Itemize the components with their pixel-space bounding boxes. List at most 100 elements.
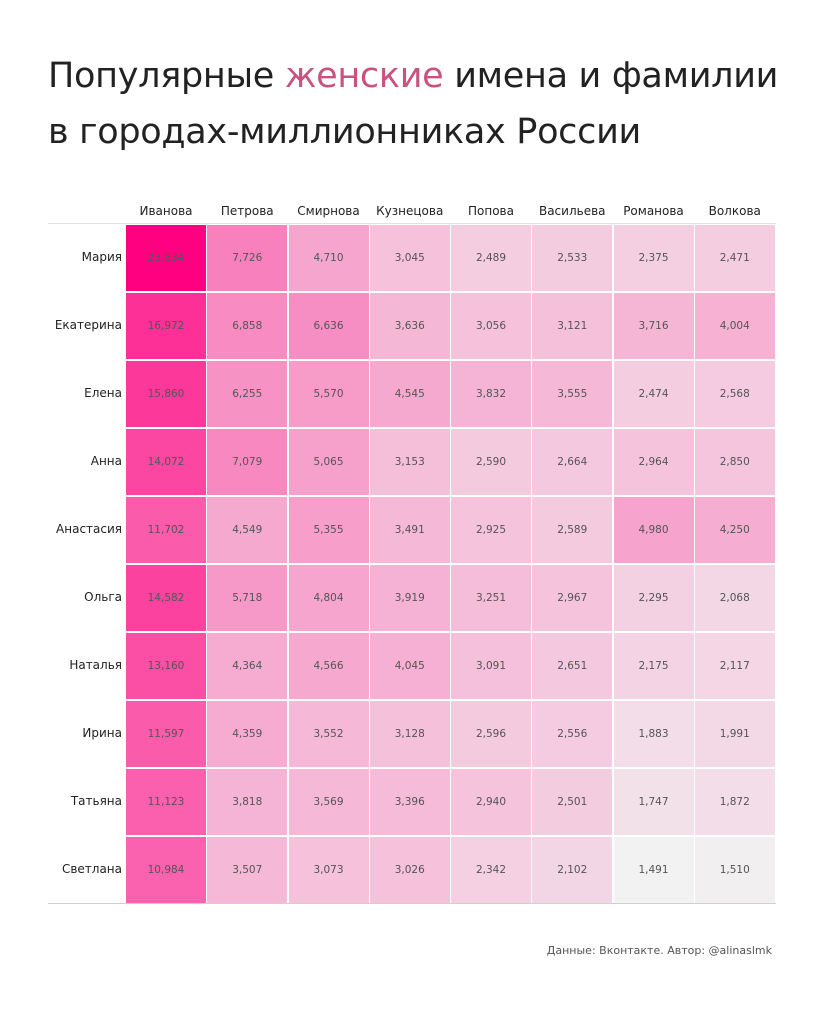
heatmap-cell: 3,121	[532, 293, 613, 359]
heatmap-cell: 3,818	[207, 769, 288, 835]
heatmap-cell: 3,091	[451, 633, 531, 699]
heatmap-cell: 10,984	[126, 837, 206, 903]
heatmap-cell: 1,747	[613, 769, 694, 835]
heatmap: Иванова Петрова Смирнова Кузнецова Попова Вас…	[48, 0, 776, 1030]
heatmap-cell: 23,834	[126, 225, 206, 291]
heatmap-cell: 6,858	[207, 293, 288, 359]
row-label: Елена	[84, 386, 122, 400]
heatmap-cell: 1,491	[613, 837, 694, 903]
heatmap-cell: 4,250	[694, 497, 775, 563]
heatmap-cell: 7,079	[207, 429, 288, 495]
heatmap-cell: 3,251	[451, 565, 531, 631]
row-label: Татьяна	[70, 794, 122, 808]
heatmap-cell: 2,471	[694, 225, 775, 291]
heatmap-cell: 1,510	[694, 837, 775, 903]
heatmap-cell: 4,364	[207, 633, 288, 699]
heatmap-cell: 11,702	[126, 497, 206, 563]
heatmap-cell: 5,355	[288, 497, 369, 563]
heatmap-cell: 15,860	[126, 361, 206, 427]
heatmap-cell: 16,972	[126, 293, 206, 359]
heatmap-cell: 4,545	[369, 361, 450, 427]
title-line2: в городах-миллионниках России	[48, 112, 641, 152]
heatmap-cell: 4,549	[207, 497, 288, 563]
heatmap-cell: 7,726	[207, 225, 288, 291]
column-header: Романова	[623, 204, 684, 218]
column-header: Иванова	[139, 204, 193, 218]
heatmap-cell: 2,489	[451, 225, 531, 291]
heatmap-cell: 2,556	[532, 701, 613, 767]
heatmap-cell: 2,589	[532, 497, 613, 563]
heatmap-cell: 2,102	[532, 837, 613, 903]
heatmap-cell: 3,026	[369, 837, 450, 903]
row-label: Ирина	[82, 726, 122, 740]
heatmap-cell: 2,967	[532, 565, 613, 631]
column-header: Петрова	[220, 204, 274, 218]
column-header: Попова	[468, 204, 514, 218]
heatmap-cell: 4,045	[369, 633, 450, 699]
heatmap-cell: 3,507	[207, 837, 288, 903]
heatmap-cell: 5,718	[207, 565, 288, 631]
title-part1: Популярные	[48, 56, 285, 96]
heatmap-cell: 3,056	[451, 293, 531, 359]
heatmap-cell: 4,980	[613, 497, 694, 563]
heatmap-cell: 3,552	[288, 701, 369, 767]
heatmap-cell: 2,068	[694, 565, 775, 631]
heatmap-cell: 11,123	[126, 769, 206, 835]
row-label: Анна	[90, 454, 122, 468]
heatmap-cell: 2,596	[451, 701, 531, 767]
heatmap-cell: 2,651	[532, 633, 613, 699]
heatmap-cell: 3,555	[532, 361, 613, 427]
heatmap-cell: 2,342	[451, 837, 531, 903]
source-credit: Данные: Вконтакте. Автор: @alinaslmk	[546, 944, 772, 957]
heatmap-cell: 3,045	[369, 225, 450, 291]
heatmap-cell: 2,850	[694, 429, 775, 495]
heatmap-cell: 3,569	[288, 769, 369, 835]
heatmap-cell: 3,636	[369, 293, 450, 359]
heatmap-cell: 4,710	[288, 225, 369, 291]
row-label: Мария	[81, 250, 122, 264]
column-header: Васильева	[538, 204, 606, 218]
heatmap-cell: 1,872	[694, 769, 775, 835]
heatmap-cell: 2,175	[613, 633, 694, 699]
heatmap-cell: 3,919	[369, 565, 450, 631]
heatmap-cell: 3,491	[369, 497, 450, 563]
header-divider	[48, 223, 776, 224]
heatmap-cell: 2,375	[613, 225, 694, 291]
column-header: Кузнецова	[376, 204, 444, 218]
title-accent: женские	[284, 56, 444, 96]
heatmap-cell: 2,474	[613, 361, 694, 427]
heatmap-cell: 2,664	[532, 429, 613, 495]
heatmap-cell: 2,533	[532, 225, 613, 291]
heatmap-cell: 2,940	[451, 769, 531, 835]
heatmap-cell: 2,117	[694, 633, 775, 699]
bottom-divider	[48, 903, 776, 904]
heatmap-cell: 3,073	[288, 837, 369, 903]
heatmap-cell: 1,883	[613, 701, 694, 767]
row-label: Наталья	[69, 658, 122, 672]
heatmap-cell: 14,072	[126, 429, 206, 495]
heatmap-cell: 2,925	[451, 497, 531, 563]
heatmap-cell: 5,065	[288, 429, 369, 495]
column-header: Волкова	[708, 204, 761, 218]
heatmap-cell: 3,128	[369, 701, 450, 767]
column-header: Смирнова	[297, 204, 360, 218]
heatmap-cell: 11,597	[126, 701, 206, 767]
heatmap-cell: 2,568	[694, 361, 775, 427]
heatmap-cell: 5,570	[288, 361, 369, 427]
heatmap-cell: 6,636	[288, 293, 369, 359]
heatmap-cell: 3,832	[451, 361, 531, 427]
heatmap-cell: 6,255	[207, 361, 288, 427]
row-label: Екатерина	[54, 318, 122, 332]
heatmap-cell: 4,566	[288, 633, 369, 699]
row-label: Анастасия	[56, 522, 122, 536]
heatmap-cell: 2,295	[613, 565, 694, 631]
heatmap-cell: 4,804	[288, 565, 369, 631]
heatmap-cell: 2,501	[532, 769, 613, 835]
row-label: Ольга	[84, 590, 122, 604]
heatmap-cell: 3,716	[613, 293, 694, 359]
heatmap-cell: 3,153	[369, 429, 450, 495]
heatmap-cell: 4,004	[694, 293, 775, 359]
heatmap-cell: 14,582	[126, 565, 206, 631]
heatmap-cell: 13,160	[126, 633, 206, 699]
heatmap-cell: 2,964	[613, 429, 694, 495]
